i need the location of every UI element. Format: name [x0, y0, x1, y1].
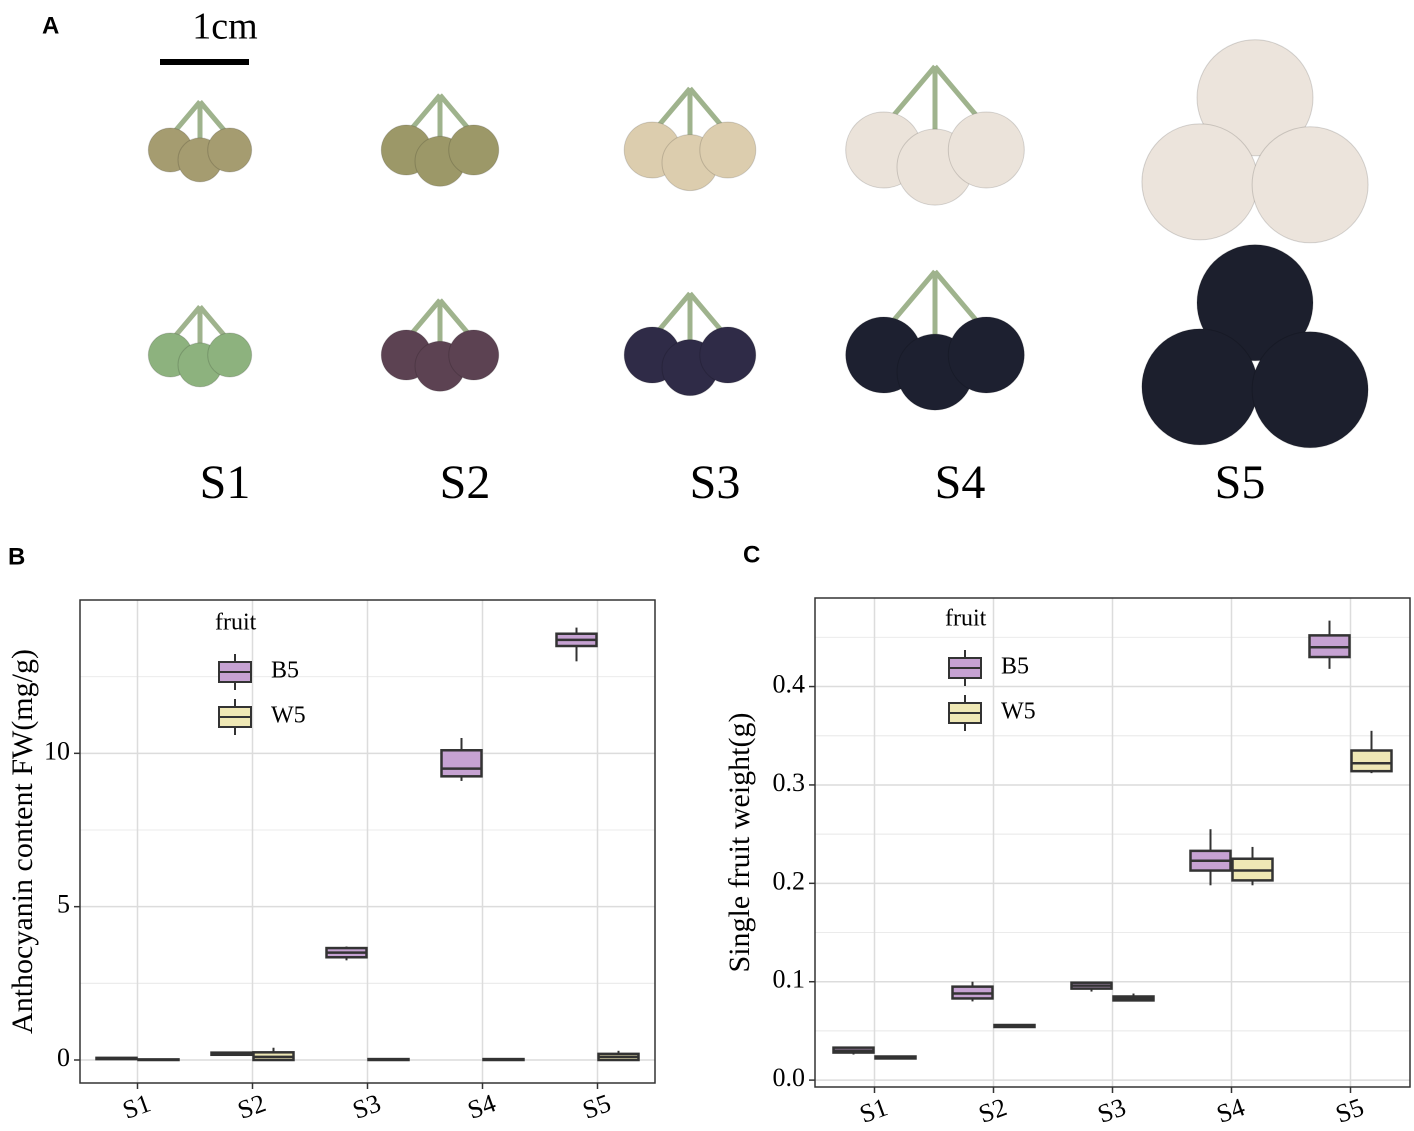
- fruit: [947, 316, 1025, 394]
- x-tick-label: S2: [975, 1092, 1011, 1129]
- fruit: [207, 332, 253, 378]
- x-tick-label: S5: [1332, 1092, 1368, 1129]
- box: [440, 749, 483, 778]
- x-tick-label: S3: [1094, 1092, 1130, 1129]
- y-tick-label: 0.3: [773, 768, 806, 797]
- fruit: [1196, 39, 1314, 157]
- y-axis-label: Single fruit weight(g): [723, 713, 756, 973]
- legend-title: fruit: [945, 606, 987, 632]
- y-tick-label: 0.1: [773, 965, 806, 994]
- panel-label: A: [42, 12, 59, 39]
- fruit-photos: [147, 39, 1369, 449]
- fruit: [1141, 328, 1259, 446]
- stage-label: S5: [1215, 456, 1266, 509]
- panel-label: C: [743, 541, 760, 568]
- legend-label: B5: [1001, 654, 1029, 680]
- fruit: [448, 329, 500, 381]
- stage-label: S3: [690, 456, 741, 509]
- x-tick-label: S4: [1213, 1092, 1249, 1129]
- y-tick-label: 0: [57, 1043, 70, 1072]
- y-axis-label: Anthocyanin content FW(mg/g): [6, 649, 39, 1034]
- legend-label: W5: [271, 703, 306, 729]
- box: [1350, 749, 1393, 773]
- legend-title: fruit: [215, 610, 257, 636]
- x-tick-label: S3: [349, 1088, 385, 1125]
- y-tick-label: 0.4: [773, 670, 806, 699]
- panel-label: B: [8, 543, 25, 570]
- fruit: [1196, 244, 1314, 362]
- x-tick-label: S4: [464, 1088, 500, 1125]
- fruit: [699, 326, 757, 384]
- fruit: [699, 121, 757, 179]
- fruit: [1141, 123, 1259, 241]
- fruit: [1251, 331, 1369, 449]
- x-tick-label: S5: [579, 1088, 615, 1125]
- y-tick-label: 0.0: [773, 1063, 806, 1092]
- fruit: [207, 127, 253, 173]
- legend-label: B5: [271, 658, 299, 684]
- legend-label: W5: [1001, 699, 1036, 725]
- y-tick-label: 5: [57, 890, 70, 919]
- x-tick-label: S1: [856, 1092, 892, 1129]
- stage-label: S2: [440, 456, 491, 509]
- fruit: [448, 124, 500, 176]
- fruit: [947, 111, 1025, 189]
- fruit: [1251, 126, 1369, 244]
- y-tick-label: 0.2: [773, 866, 806, 895]
- stage-label: S4: [935, 456, 986, 509]
- x-tick-label: S2: [234, 1088, 270, 1125]
- y-tick-label: 10: [44, 736, 70, 765]
- stage-label: S1: [200, 456, 251, 509]
- scale-bar-label: 1cm: [192, 6, 257, 48]
- x-tick-label: S1: [119, 1088, 155, 1125]
